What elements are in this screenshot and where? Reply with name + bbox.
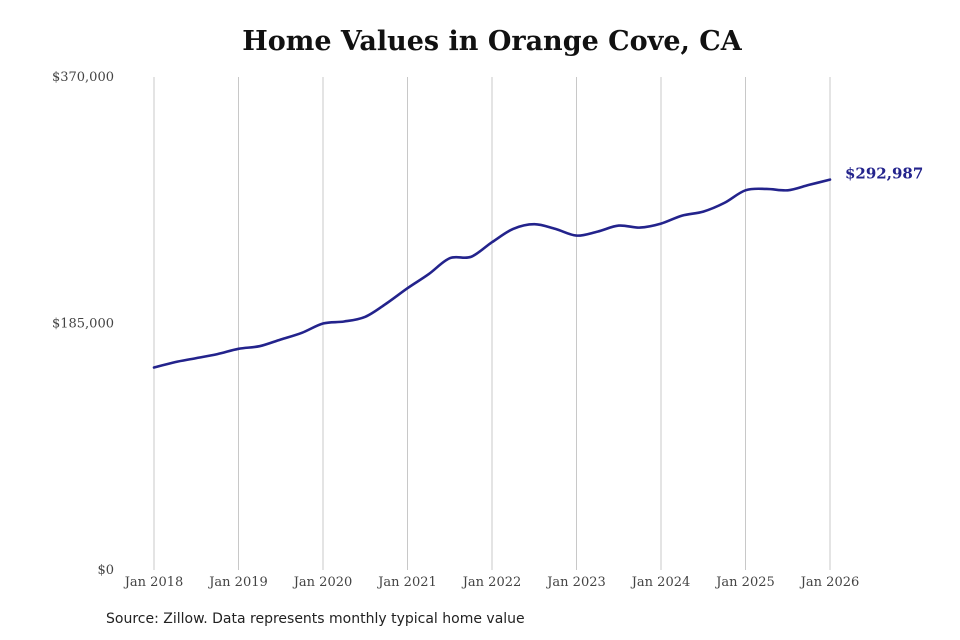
y-tick-label: $185,000 <box>52 317 114 332</box>
x-axis-ticks: Jan 2018 Jan 2019 Jan 2020 Jan 2021 Jan 2022… <box>123 575 860 590</box>
end-value-label: $292,987 <box>845 165 923 183</box>
source-note: Source: Zillow. Data represents monthly … <box>106 611 525 627</box>
y-axis-ticks: $0 $185,000 $370,000 <box>52 70 114 578</box>
x-tick-label: Jan 2022 <box>461 575 522 590</box>
x-tick-label: Jan 2026 <box>799 575 860 590</box>
x-tick-label: Jan 2021 <box>376 575 437 590</box>
y-tick-label: $370,000 <box>52 70 114 85</box>
grid-lines <box>153 77 831 570</box>
chart-title: Home Values in Orange Cove, CA <box>242 26 742 57</box>
x-tick-label: Jan 2019 <box>207 575 268 590</box>
x-tick-label: Jan 2024 <box>630 575 691 590</box>
x-tick-label: Jan 2023 <box>545 575 606 590</box>
series-line <box>152 178 832 369</box>
y-tick-label: $0 <box>97 563 114 578</box>
x-tick-label: Jan 2018 <box>123 575 184 590</box>
x-tick-label: Jan 2025 <box>714 575 775 590</box>
x-tick-label: Jan 2020 <box>292 575 353 590</box>
